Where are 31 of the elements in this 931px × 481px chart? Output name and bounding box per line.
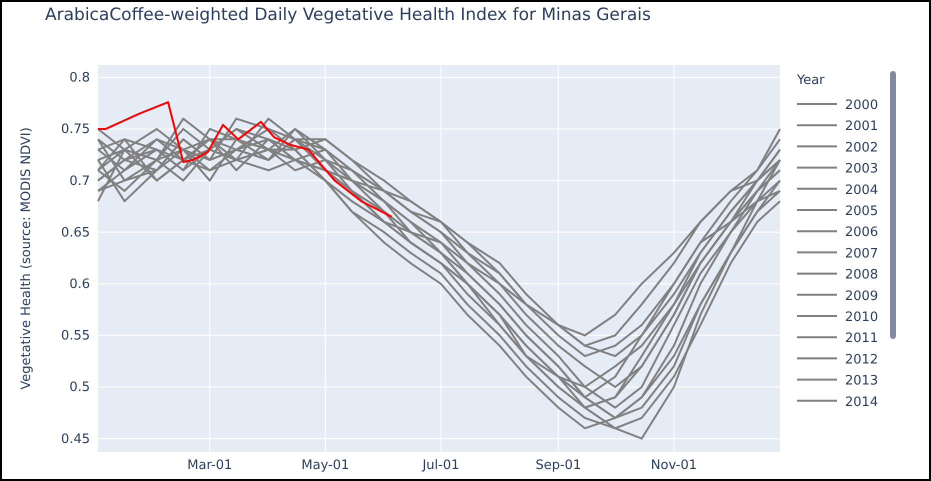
legend-title: Year — [796, 73, 826, 88]
legend-label: 2002 — [845, 140, 878, 156]
y-tick-label: 0.45 — [61, 432, 90, 447]
y-tick-label: 0.65 — [61, 225, 90, 240]
legend-label: 2010 — [845, 310, 878, 325]
x-tick-label: Nov-01 — [650, 458, 698, 474]
y-tick-label: 0.75 — [61, 122, 90, 138]
x-tick-label: Jul-01 — [421, 458, 460, 474]
chart-title: ArabicaCoffee-weighted Daily Vegetative Health Index for Minas Gerais — [45, 5, 651, 25]
y-tick-label: 0.5 — [69, 380, 90, 396]
legend-label: 2011 — [845, 331, 878, 346]
x-tick-label: Mar-01 — [187, 458, 232, 474]
legend-label: 2009 — [845, 288, 878, 304]
legend-label: 2001 — [845, 119, 878, 134]
legend-label: 2005 — [845, 204, 878, 219]
legend-label: 2000 — [845, 98, 878, 113]
legend-label: 2003 — [845, 162, 878, 177]
y-tick-label: 0.8 — [69, 70, 90, 86]
legend-label: 2013 — [845, 374, 878, 389]
legend-label: 2007 — [845, 246, 878, 262]
x-tick-label: May-01 — [301, 458, 350, 474]
y-tick-label: 0.6 — [69, 276, 90, 292]
legend-label: 2004 — [845, 182, 878, 198]
legend-label: 2008 — [845, 268, 878, 283]
y-tick-label: 0.55 — [61, 328, 90, 344]
legend-label: 2012 — [845, 352, 878, 368]
x-tick-label: Sep-01 — [535, 458, 582, 474]
legend-label: 2006 — [845, 225, 878, 240]
y-tick-label: 0.7 — [69, 174, 90, 189]
legend-label: 2014 — [845, 394, 878, 410]
y-axis-title: Vegetative Health (source: MODIS NDVI) — [19, 127, 34, 390]
